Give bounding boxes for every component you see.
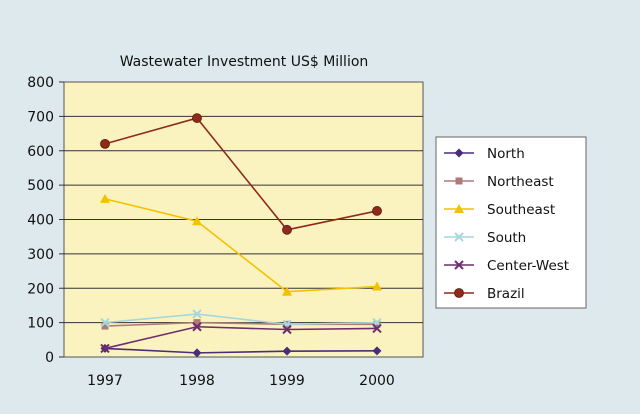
- series-line-north: [104, 347, 378, 354]
- data-point-southeast: [192, 216, 202, 226]
- legend-marker-brazil: [454, 288, 464, 298]
- legend-box: [435, 136, 587, 309]
- x-axis-ticks: 1997 1998 1999 2000: [87, 373, 395, 389]
- data-point-north: [192, 348, 202, 358]
- legend-marker-south: [454, 232, 464, 242]
- data-point-brazil: [372, 206, 382, 216]
- legend-marker-north: [454, 148, 464, 158]
- series-line-northeast: [104, 321, 377, 327]
- chart-title: Wastewater Investment US$ Million: [120, 54, 369, 70]
- legend-marker-center-west: [454, 260, 464, 270]
- series-line-south: [104, 313, 378, 326]
- series-center-west: [100, 322, 382, 354]
- y-tick-label: 300: [27, 247, 54, 263]
- legend-item-northeast: Northeast: [444, 174, 554, 190]
- x-tick-label: 1997: [87, 373, 123, 389]
- y-tick-label: 600: [27, 144, 54, 160]
- series-brazil: [100, 113, 382, 235]
- legend-item-southeast: Southeast: [444, 202, 555, 218]
- series-southeast: [100, 193, 382, 296]
- legend-label: South: [487, 230, 526, 246]
- data-point-northeast: [193, 319, 201, 327]
- series-line-center-west: [104, 325, 378, 350]
- data-point-center-west: [282, 324, 292, 335]
- legend-item-center-west: Center-West: [444, 258, 569, 274]
- legend-marker-northeast: [455, 177, 463, 185]
- data-point-center-west: [100, 343, 110, 354]
- y-tick-label: 700: [27, 109, 54, 125]
- data-point-north: [282, 346, 292, 356]
- data-point-southeast: [282, 286, 292, 296]
- series-line-brazil: [104, 117, 378, 231]
- legend-item-south: South: [444, 230, 526, 246]
- y-tick-label: 0: [45, 350, 54, 366]
- data-point-south: [192, 309, 202, 319]
- x-tick-label: 1998: [179, 373, 215, 389]
- data-point-brazil: [100, 138, 110, 149]
- y-tick-label: 100: [27, 316, 54, 332]
- y-tick-label: 500: [27, 178, 54, 194]
- series-line-southeast: [104, 198, 378, 293]
- legend-label: North: [487, 146, 525, 162]
- data-point-southeast: [372, 281, 382, 291]
- legend-label: Northeast: [487, 174, 554, 190]
- legend-label: Brazil: [487, 286, 525, 302]
- x-tick-label: 2000: [359, 373, 395, 389]
- data-point-center-west: [372, 323, 382, 334]
- legend-label: Southeast: [487, 202, 555, 218]
- legend-item-north: North: [444, 146, 525, 162]
- legend: North Northeast Southeast South Center-West B…: [444, 146, 569, 302]
- data-point-south: [100, 317, 110, 328]
- y-tick-label: 800: [27, 75, 54, 91]
- data-point-northeast: [373, 320, 381, 328]
- data-point-brazil: [192, 113, 202, 123]
- x-tick-label: 1999: [269, 373, 305, 389]
- y-tick-label: 200: [27, 281, 54, 297]
- series-group: [100, 113, 382, 358]
- data-point-center-west: [192, 322, 202, 332]
- legend-label: Center-West: [487, 258, 569, 274]
- y-axis-ticks: 0 100 200 300 400 500 600 700 800: [27, 75, 64, 366]
- legend-marker-southeast: [454, 204, 464, 213]
- data-point-southeast: [100, 193, 110, 203]
- data-point-brazil: [282, 224, 292, 235]
- y-tick-label: 400: [27, 213, 54, 229]
- data-point-north: [372, 346, 382, 356]
- legend-item-brazil: Brazil: [444, 286, 525, 302]
- data-point-northeast: [101, 322, 109, 330]
